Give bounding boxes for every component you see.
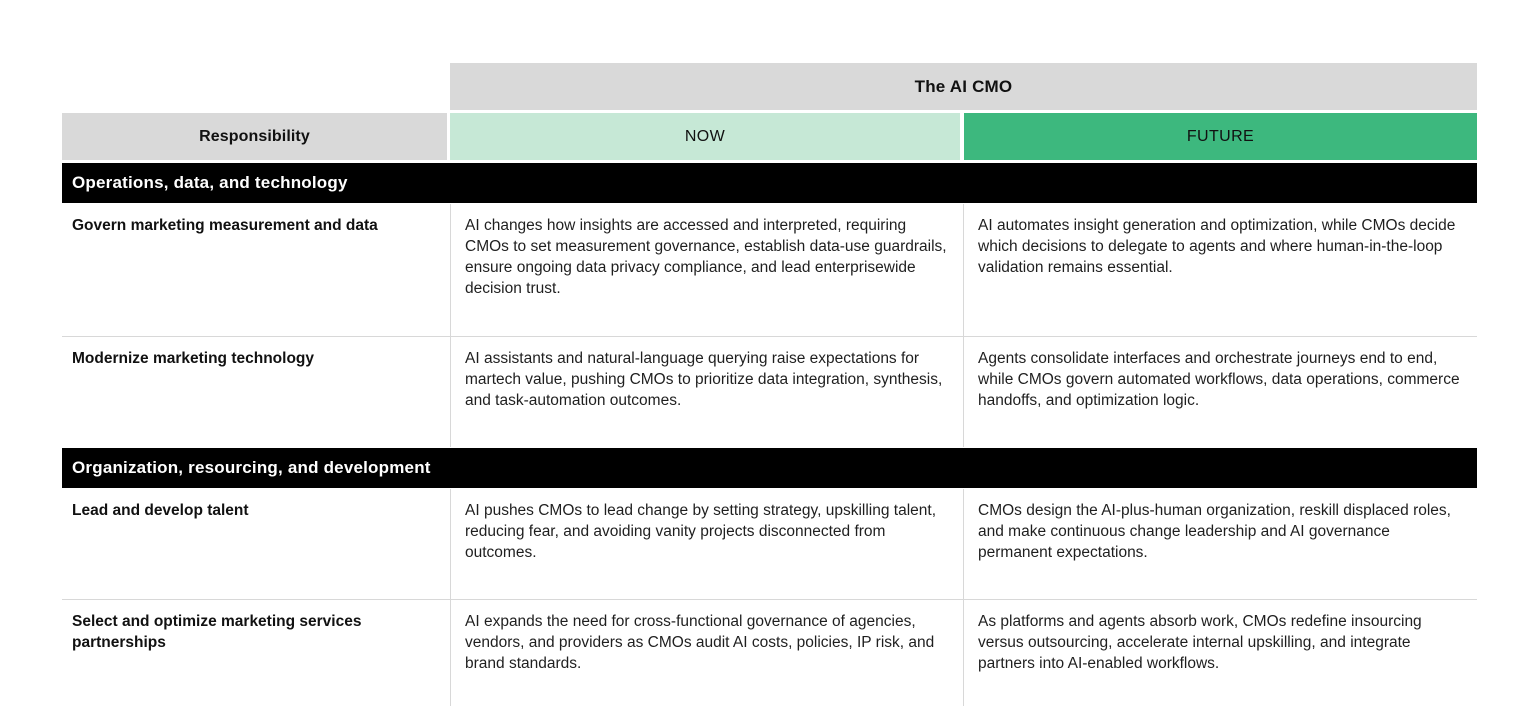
- row-future-cell: As platforms and agents absorb work, CMO…: [963, 600, 1477, 706]
- row-now-cell: AI changes how insights are accessed and…: [450, 204, 963, 336]
- table-row: Modernize marketing technology AI assist…: [62, 336, 1477, 447]
- row-responsibility-label: Lead and develop talent: [72, 502, 249, 519]
- row-future-cell: CMOs design the AI-plus-human organizati…: [963, 489, 1477, 599]
- title-row-spacer: [62, 63, 450, 110]
- table-title-row: The AI CMO: [62, 63, 1477, 110]
- section-header-organization: Organization, resourcing, and developmen…: [62, 448, 1477, 488]
- table-row: Lead and develop talent AI pushes CMOs t…: [62, 489, 1477, 599]
- column-header-future: FUTURE: [964, 113, 1477, 160]
- section-header-operations: Operations, data, and technology: [62, 163, 1477, 203]
- column-header-now: NOW: [450, 113, 960, 160]
- ai-cmo-responsibility-table: The AI CMO Responsibility NOW FUTURE Ope…: [62, 63, 1477, 706]
- table-title: The AI CMO: [450, 63, 1477, 110]
- row-responsibility-label: Govern marketing measurement and data: [72, 217, 378, 234]
- table-row: Select and optimize marketing services p…: [62, 599, 1477, 706]
- row-responsibility-label: Modernize marketing technology: [72, 350, 315, 367]
- row-now-cell: AI assistants and natural-language query…: [450, 337, 963, 447]
- column-header-responsibility: Responsibility: [62, 113, 447, 160]
- column-header-row: Responsibility NOW FUTURE: [62, 113, 1477, 160]
- row-future-cell: AI automates insight generation and opti…: [963, 204, 1477, 336]
- row-future-cell: Agents consolidate interfaces and orches…: [963, 337, 1477, 447]
- row-responsibility-label: Select and optimize marketing services p…: [72, 613, 362, 652]
- table-row: Govern marketing measurement and data AI…: [62, 204, 1477, 336]
- row-now-cell: AI expands the need for cross-functional…: [450, 600, 963, 706]
- row-now-cell: AI pushes CMOs to lead change by setting…: [450, 489, 963, 599]
